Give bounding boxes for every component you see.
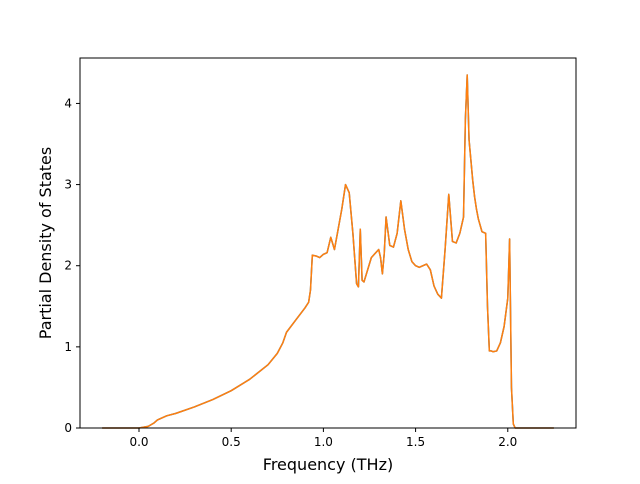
x-axis-label: Frequency (THz) bbox=[263, 455, 393, 474]
y-tick-label: 4 bbox=[64, 96, 72, 110]
y-tick-label: 2 bbox=[64, 259, 72, 273]
y-tick-label: 1 bbox=[64, 340, 72, 354]
plot-area-frame bbox=[79, 57, 577, 429]
series-line-2 bbox=[102, 74, 554, 429]
x-tick-label: 0.5 bbox=[222, 435, 241, 449]
y-tick-label: 3 bbox=[64, 178, 72, 192]
x-tick-label: 0.0 bbox=[129, 435, 148, 449]
x-tick-label: 1.0 bbox=[314, 435, 333, 449]
x-tick-label: 2.0 bbox=[498, 435, 517, 449]
x-axis-ticks: 0.0 0.5 1.0 1.5 2.0 bbox=[129, 428, 517, 449]
y-axis-ticks: 0 1 2 3 4 bbox=[64, 96, 80, 435]
y-tick-label: 0 bbox=[64, 421, 72, 435]
x-tick-label: 1.5 bbox=[406, 435, 425, 449]
series-layer bbox=[102, 74, 554, 429]
y-axis-label: Partial Density of States bbox=[36, 147, 55, 339]
